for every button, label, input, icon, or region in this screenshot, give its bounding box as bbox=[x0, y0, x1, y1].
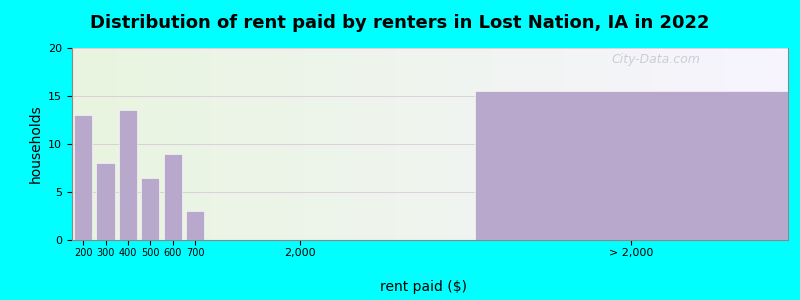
Text: Distribution of rent paid by renters in Lost Nation, IA in 2022: Distribution of rent paid by renters in … bbox=[90, 14, 710, 32]
Text: City-Data.com: City-Data.com bbox=[611, 53, 701, 67]
Text: rent paid ($): rent paid ($) bbox=[381, 280, 467, 294]
Bar bbox=[163, 154, 182, 240]
Bar bbox=[118, 110, 137, 240]
Bar bbox=[141, 178, 159, 240]
Bar bbox=[474, 91, 788, 240]
Y-axis label: households: households bbox=[29, 105, 42, 183]
Bar bbox=[186, 211, 204, 240]
Bar bbox=[96, 163, 114, 240]
Bar bbox=[74, 115, 92, 240]
